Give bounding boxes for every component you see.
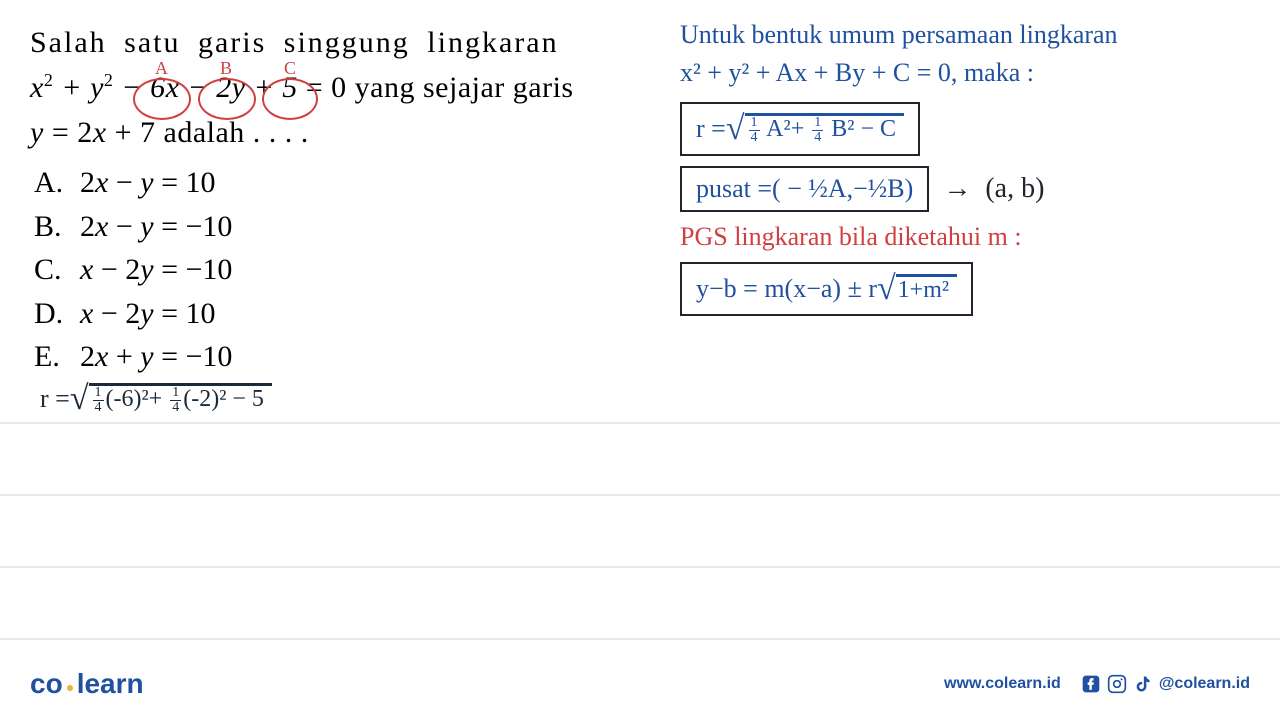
r-calculation: r = √ 14(-6)²+ 14(-2)² − 5: [40, 380, 272, 418]
option-B-label: B.: [30, 205, 80, 249]
colearn-logo: co learn: [30, 668, 144, 700]
tangent-formula-box: y−b = m(x−a) ± r √ 1+m²: [680, 262, 1260, 316]
problem-line3: y = 2x + 7 adalah . . . .: [30, 110, 680, 155]
note-line1: Untuk bentuk umum persamaan lingkaran: [680, 20, 1260, 50]
option-D-text: x − 2y = 10: [80, 292, 216, 336]
pgs-label: PGS lingkaran bila diketahui m :: [680, 222, 1260, 252]
circle-B: [198, 78, 256, 120]
problem-equation: x2 + y2 − 6x − 2y + 5 = 0 yang sejajar g…: [30, 65, 680, 110]
option-C-label: C.: [30, 248, 80, 292]
problem-column: Salah satu garis singgung lingkaran x2 +…: [30, 20, 680, 379]
option-E-label: E.: [30, 335, 80, 379]
option-E-text: 2x + y = −10: [80, 335, 232, 379]
label-B: B: [220, 58, 232, 79]
circle-A: [133, 78, 191, 120]
problem-line1: Salah satu garis singgung lingkaran: [30, 20, 680, 65]
ruled-background: [0, 422, 1280, 710]
facebook-icon: [1081, 674, 1101, 694]
circle-C: [262, 78, 318, 120]
option-C-text: x − 2y = −10: [80, 248, 232, 292]
center-formula-box: pusat = ( − ½A,−½B) → (a, b): [680, 166, 1260, 212]
arrow-icon: →: [943, 173, 971, 205]
ab-label: (a, b): [985, 173, 1044, 205]
option-D-label: D.: [30, 292, 80, 336]
tiktok-icon: [1133, 674, 1153, 694]
notes-column: Untuk bentuk umum persamaan lingkaran x²…: [680, 20, 1260, 379]
footer-handle: @colearn.id: [1159, 675, 1250, 693]
option-B-text: 2x − y = −10: [80, 205, 232, 249]
social-icons: @colearn.id: [1081, 674, 1250, 694]
footer: co learn www.colearn.id @colearn.id: [30, 668, 1250, 700]
instagram-icon: [1107, 674, 1127, 694]
label-C: C: [284, 58, 296, 79]
note-line2: x² + y² + Ax + By + C = 0, maka :: [680, 58, 1260, 88]
option-A-label: A.: [30, 161, 80, 205]
r-formula-box: r = √ 14 A²+ 14 B² − C: [680, 102, 1260, 156]
label-A: A: [155, 58, 168, 79]
option-A-text: 2x − y = 10: [80, 161, 216, 205]
footer-url: www.colearn.id: [944, 675, 1061, 693]
options-list: A.2x − y = 10 B.2x − y = −10 C.x − 2y = …: [30, 161, 680, 379]
